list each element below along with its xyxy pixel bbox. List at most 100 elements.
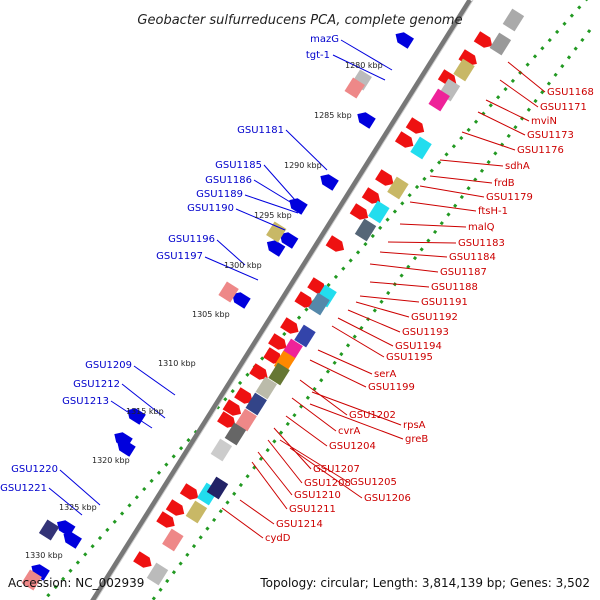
gene-arrow-minus [165, 499, 185, 516]
gene-box [410, 136, 432, 160]
gene-label-right[interactable]: GSU1187 [440, 267, 487, 278]
gene-label-right[interactable]: frdB [494, 178, 515, 189]
gene-arrow-minus [405, 117, 425, 134]
backbone-highlight [95, 0, 474, 600]
gene-label-right[interactable]: GSU1211 [289, 504, 336, 515]
leader-line-right [273, 427, 312, 470]
leader-line-right [299, 379, 348, 416]
gene-arrow-minus [222, 399, 242, 416]
gene-arrow-minus [156, 511, 175, 528]
leader-line-right [257, 451, 293, 496]
inner-dotted-ring [150, 29, 592, 600]
gene-box [453, 58, 475, 82]
gene-label-right[interactable]: greB [405, 434, 428, 445]
gene-label-right[interactable]: GSU1214 [276, 519, 323, 530]
right-gene-labels: GSU1168 GSU1171 mviN GSU1173 GSU1176 sdh… [265, 87, 594, 544]
gene-box [268, 362, 290, 386]
gene-label-left[interactable]: GSU1186 [205, 175, 252, 186]
gene-label-left[interactable]: GSU1221 [0, 483, 47, 494]
gene-label-left[interactable]: GSU1189 [196, 189, 243, 200]
gene-box [354, 218, 377, 242]
gene-label-right[interactable]: malQ [468, 222, 495, 233]
gene-label-left[interactable]: tgt-1 [306, 50, 330, 61]
gene-label-left[interactable]: GSU1209 [85, 360, 132, 371]
gene-label-left[interactable]: GSU1197 [156, 251, 203, 262]
gene-label-right[interactable]: sdhA [505, 161, 530, 172]
tick-label: 1300 kbp [224, 261, 262, 270]
gene-arrow-minus [280, 317, 299, 334]
leader-line-right [289, 447, 363, 499]
leader-line-right [485, 99, 530, 122]
gene-arrow-plus [117, 440, 136, 457]
gene-label-left[interactable]: mazG [310, 34, 339, 45]
gene-label-right[interactable]: GSU1183 [458, 238, 505, 249]
leader-line-right [285, 415, 328, 447]
gene-label-left[interactable]: GSU1212 [73, 379, 120, 390]
gene-label-right[interactable]: ftsH-1 [478, 206, 508, 217]
gene-label-right[interactable]: GSU1210 [294, 490, 341, 501]
leader-line-left [121, 383, 166, 419]
gene-box [224, 422, 247, 446]
gene-label-right[interactable]: cydD [265, 533, 291, 544]
gene-box [502, 8, 525, 32]
gene-box [218, 281, 239, 303]
gene-label-right[interactable]: serA [374, 369, 396, 380]
gene-label-right[interactable]: GSU1207 [313, 464, 360, 475]
leader-line-right [461, 131, 516, 151]
gene-label-right[interactable]: GSU1184 [449, 252, 496, 263]
gene-label-right[interactable]: GSU1173 [527, 130, 574, 141]
leader-line-left [110, 400, 153, 429]
tick-label: 1280 kbp [345, 61, 383, 70]
leader-line-left [133, 365, 176, 396]
gene-label-right[interactable]: GSU1188 [431, 282, 478, 293]
gene-label-right[interactable]: GSU1205 [350, 477, 397, 488]
gene-label-right[interactable]: mviN [531, 116, 557, 127]
gene-label-right[interactable]: GSU1204 [329, 441, 376, 452]
leader-line-right [251, 461, 288, 510]
leader-line-left [253, 179, 301, 209]
gene-label-left[interactable]: GSU1190 [187, 203, 234, 214]
gene-label-right[interactable]: GSU1176 [517, 145, 564, 156]
scale-ticks: 1280 kbp 1285 kbp 1290 kbp 1295 kbp 1300… [25, 61, 383, 560]
gene-label-right[interactable]: cvrA [338, 426, 361, 437]
gene-label-left[interactable]: GSU1196 [168, 234, 215, 245]
gene-label-right[interactable]: rpsA [403, 420, 426, 431]
gene-label-right[interactable]: GSU1191 [421, 297, 468, 308]
gene-label-right[interactable]: GSU1179 [486, 192, 533, 203]
gene-label-left[interactable]: GSU1185 [215, 160, 262, 171]
leader-line-right [369, 281, 430, 288]
gene-label-right[interactable]: GSU1193 [402, 327, 449, 338]
leader-line-left [48, 487, 83, 516]
gene-label-right[interactable]: GSU1195 [386, 352, 433, 363]
leader-line-right [337, 317, 394, 347]
gene-arrow-minus [394, 131, 414, 148]
leader-line-left [235, 208, 286, 231]
leader-line-right [359, 295, 420, 303]
gene-arrow-minus [234, 387, 253, 404]
gene-box [489, 32, 512, 56]
gene-arrow-minus [217, 411, 236, 428]
gene-arrow-plus [232, 292, 251, 309]
gene-label-right[interactable]: GSU1202 [349, 410, 396, 421]
gene-arrow-minus [325, 235, 345, 252]
gene-label-right[interactable]: GSU1168 [547, 87, 594, 98]
gene-label-right[interactable]: GSU1192 [411, 312, 458, 323]
tick-label: 1295 kbp [254, 211, 292, 220]
leader-line-right [409, 201, 477, 212]
leader-line-right [355, 301, 410, 318]
gene-label-right[interactable]: GSU1208 [304, 478, 351, 489]
tick-label: 1285 kbp [314, 111, 352, 120]
leader-line-right [507, 61, 546, 93]
gene-label-right[interactable]: GSU1194 [395, 341, 442, 352]
gene-label-right[interactable]: GSU1199 [368, 382, 415, 393]
gene-label-left[interactable]: GSU1220 [11, 464, 58, 475]
gene-label-left[interactable]: GSU1213 [62, 396, 109, 407]
gene-box [235, 408, 257, 432]
gene-label-right[interactable]: GSU1206 [364, 493, 411, 504]
gene-arrow-plus [279, 232, 299, 249]
gene-label-left[interactable]: GSU1181 [237, 125, 284, 136]
gene-arrow-minus [307, 277, 326, 294]
leader-line-right [387, 241, 457, 244]
gene-label-right[interactable]: GSU1171 [540, 102, 587, 113]
